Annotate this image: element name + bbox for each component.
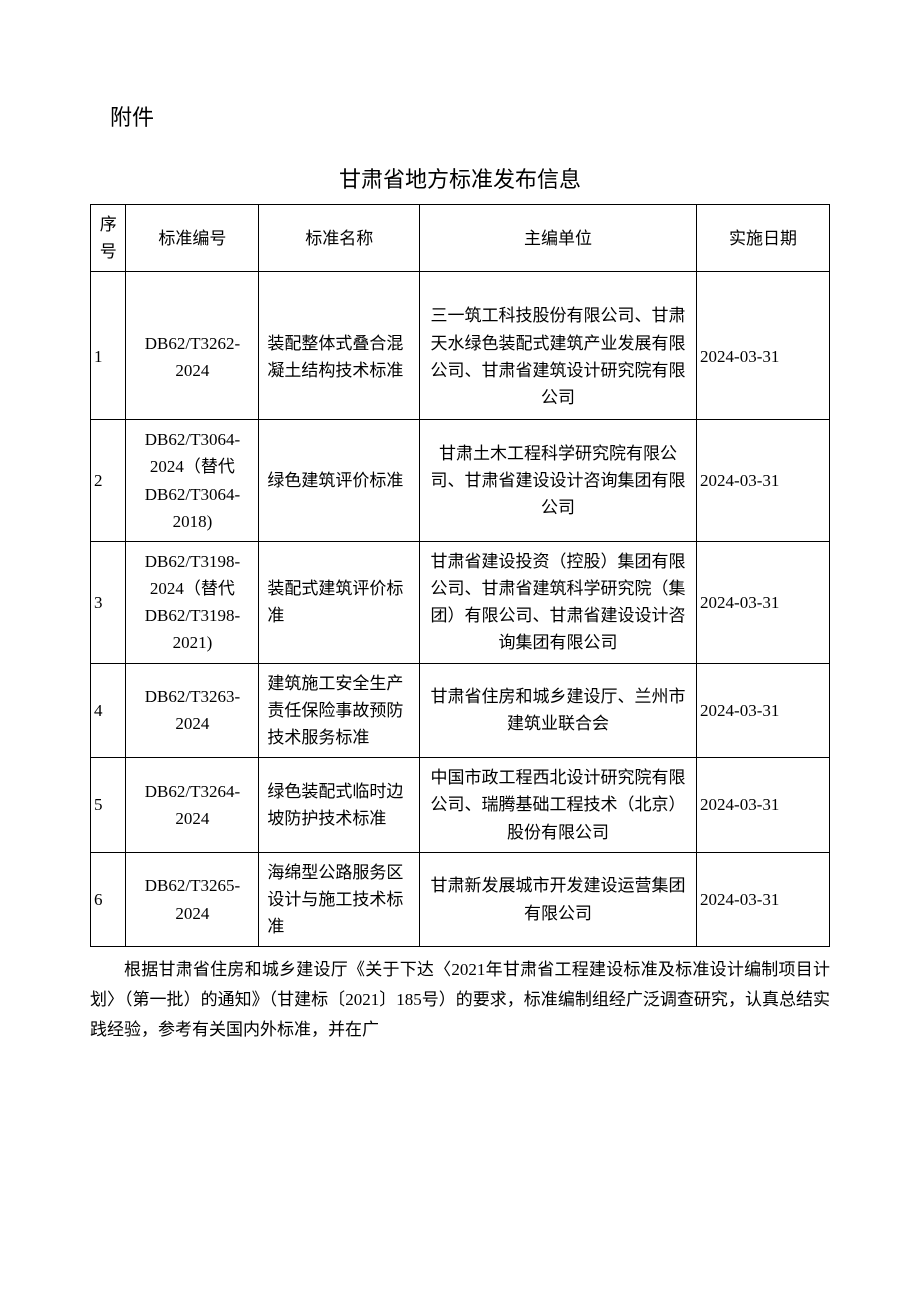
cell-org: 甘肃省住房和城乡建设厅、兰州市建筑业联合会	[420, 663, 697, 758]
cell-code: DB62/T3198-2024（替代DB62/T3198-2021)	[126, 541, 259, 663]
col-header-org: 主编单位	[420, 205, 697, 272]
cell-org: 甘肃土木工程科学研究院有限公司、甘肃省建设设计咨询集团有限公司	[420, 420, 697, 542]
attachment-label: 附件	[90, 100, 830, 132]
col-header-code: 标准编号	[126, 205, 259, 272]
cell-date: 2024-03-31	[697, 758, 830, 853]
table-row: 3 DB62/T3198-2024（替代DB62/T3198-2021) 装配式…	[91, 541, 830, 663]
cell-name: 海绵型公路服务区设计与施工技术标准	[259, 852, 420, 947]
cell-seq: 5	[91, 758, 126, 853]
cell-seq: 1	[91, 272, 126, 420]
cell-code: DB62/T3262-2024	[126, 272, 259, 420]
cell-date: 2024-03-31	[697, 272, 830, 420]
table-row: 4 DB62/T3263-2024 建筑施工安全生产责任保险事故预防技术服务标准…	[91, 663, 830, 758]
cell-org: 中国市政工程西北设计研究院有限公司、瑞腾基础工程技术（北京）股份有限公司	[420, 758, 697, 853]
cell-date: 2024-03-31	[697, 852, 830, 947]
cell-date: 2024-03-31	[697, 541, 830, 663]
cell-name: 装配整体式叠合混凝土结构技术标准	[259, 272, 420, 420]
cell-code: DB62/T3064-2024（替代DB62/T3064-2018)	[126, 420, 259, 542]
cell-seq: 3	[91, 541, 126, 663]
cell-name: 绿色装配式临时边坡防护技术标准	[259, 758, 420, 853]
col-header-name: 标准名称	[259, 205, 420, 272]
cell-seq: 6	[91, 852, 126, 947]
cell-code: DB62/T3263-2024	[126, 663, 259, 758]
footer-paragraph: 根据甘肃省住房和城乡建设厅《关于下达〈2021年甘肃省工程建设标准及标准设计编制…	[90, 955, 830, 1044]
cell-name: 装配式建筑评价标准	[259, 541, 420, 663]
table-row: 1 DB62/T3262-2024 装配整体式叠合混凝土结构技术标准 三一筑工科…	[91, 272, 830, 420]
cell-org: 三一筑工科技股份有限公司、甘肃天水绿色装配式建筑产业发展有限公司、甘肃省建筑设计…	[420, 272, 697, 420]
cell-seq: 2	[91, 420, 126, 542]
cell-name: 绿色建筑评价标准	[259, 420, 420, 542]
col-header-date: 实施日期	[697, 205, 830, 272]
cell-date: 2024-03-31	[697, 663, 830, 758]
table-row: 6 DB62/T3265-2024 海绵型公路服务区设计与施工技术标准 甘肃新发…	[91, 852, 830, 947]
table-row: 2 DB62/T3064-2024（替代DB62/T3064-2018) 绿色建…	[91, 420, 830, 542]
page-title: 甘肃省地方标准发布信息	[90, 162, 830, 194]
table-header-row: 序号 标准编号 标准名称 主编单位 实施日期	[91, 205, 830, 272]
cell-name: 建筑施工安全生产责任保险事故预防技术服务标准	[259, 663, 420, 758]
col-header-seq: 序号	[91, 205, 126, 272]
cell-org: 甘肃新发展城市开发建设运营集团有限公司	[420, 852, 697, 947]
cell-date: 2024-03-31	[697, 420, 830, 542]
table-row: 5 DB62/T3264-2024 绿色装配式临时边坡防护技术标准 中国市政工程…	[91, 758, 830, 853]
cell-org: 甘肃省建设投资（控股）集团有限公司、甘肃省建筑科学研究院（集团）有限公司、甘肃省…	[420, 541, 697, 663]
cell-code: DB62/T3264-2024	[126, 758, 259, 853]
cell-code: DB62/T3265-2024	[126, 852, 259, 947]
cell-seq: 4	[91, 663, 126, 758]
standards-table: 序号 标准编号 标准名称 主编单位 实施日期 1 DB62/T3262-2024…	[90, 204, 830, 947]
